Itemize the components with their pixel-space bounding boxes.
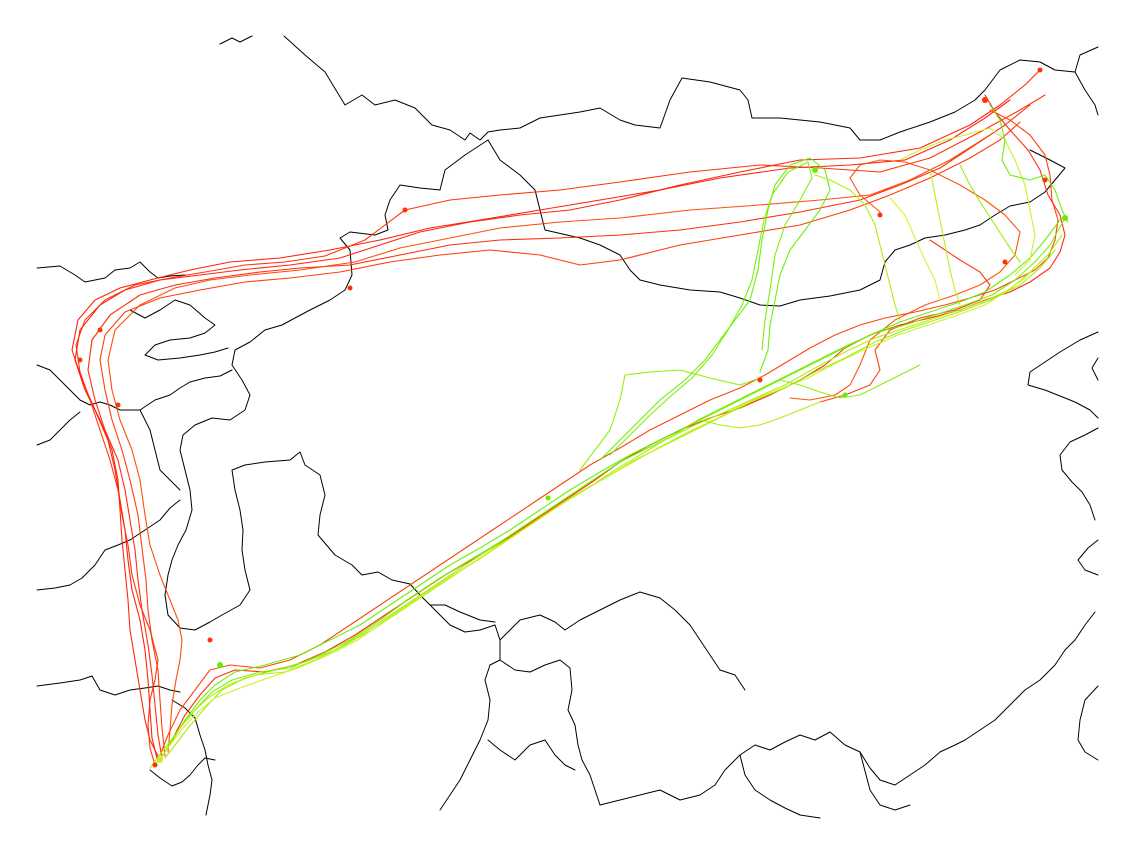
border-line bbox=[1059, 427, 1099, 521]
border-line bbox=[1077, 685, 1099, 761]
track-marker bbox=[217, 662, 223, 668]
track-marker bbox=[97, 327, 103, 333]
migration-track bbox=[154, 217, 1066, 766]
migration-track bbox=[99, 121, 1021, 757]
border-line bbox=[139, 409, 181, 491]
track-marker bbox=[982, 97, 988, 103]
migration-track bbox=[819, 239, 991, 403]
border-line bbox=[1027, 331, 1099, 419]
border-line bbox=[859, 751, 911, 811]
track-marker bbox=[347, 285, 353, 291]
migration-track bbox=[599, 157, 831, 461]
migration-track bbox=[959, 164, 1021, 263]
track-markers bbox=[77, 67, 1068, 768]
border-line bbox=[1074, 71, 1099, 116]
track-marker bbox=[842, 392, 848, 398]
migration-track bbox=[609, 161, 813, 456]
migration-track bbox=[699, 401, 821, 429]
migration-track bbox=[159, 219, 1061, 761]
track-marker bbox=[812, 167, 818, 173]
track-marker bbox=[77, 357, 83, 363]
migration-track bbox=[157, 259, 1043, 763]
track-marker bbox=[115, 402, 121, 408]
border-line bbox=[1077, 539, 1099, 576]
border-line bbox=[499, 591, 746, 691]
track-marker bbox=[877, 212, 883, 218]
migration-track bbox=[579, 369, 761, 471]
migration-track bbox=[75, 94, 1046, 766]
track-marker bbox=[207, 637, 213, 643]
migration-track bbox=[87, 104, 1031, 759]
track-marker bbox=[1042, 177, 1048, 183]
border-line bbox=[599, 611, 1096, 806]
track-marker bbox=[1062, 215, 1068, 221]
migration-track bbox=[889, 197, 941, 301]
track-marker bbox=[545, 495, 551, 501]
track-marker bbox=[1002, 259, 1008, 265]
migration-track bbox=[899, 127, 1036, 276]
border-line bbox=[739, 754, 821, 819]
border-line bbox=[36, 499, 181, 591]
border-line bbox=[283, 35, 1099, 141]
border-line bbox=[1091, 357, 1099, 381]
tracks-green-southern bbox=[149, 104, 1069, 769]
border-line bbox=[149, 757, 216, 787]
border-line bbox=[487, 139, 1066, 307]
country-borders bbox=[36, 35, 1099, 819]
border-line bbox=[429, 604, 496, 623]
border-line bbox=[36, 411, 81, 446]
migration-track bbox=[929, 169, 961, 306]
border-line bbox=[499, 659, 601, 806]
migration-track bbox=[779, 364, 921, 399]
track-marker bbox=[402, 207, 408, 213]
migration-track bbox=[71, 99, 1011, 763]
migration-track bbox=[74, 69, 1041, 761]
track-marker bbox=[1037, 67, 1043, 73]
border-line bbox=[164, 139, 489, 631]
migration-track bbox=[149, 234, 1063, 769]
border-line bbox=[36, 364, 233, 411]
border-line bbox=[36, 675, 181, 696]
track-marker bbox=[757, 377, 763, 383]
track-marker bbox=[152, 762, 158, 768]
migration-track bbox=[107, 134, 991, 753]
border-line bbox=[129, 299, 229, 361]
migration-track bbox=[989, 104, 1069, 223]
migration-track bbox=[814, 174, 901, 321]
track-marker bbox=[157, 757, 163, 763]
border-line bbox=[487, 739, 576, 771]
border-line bbox=[219, 35, 253, 45]
migration-track bbox=[159, 109, 1059, 756]
